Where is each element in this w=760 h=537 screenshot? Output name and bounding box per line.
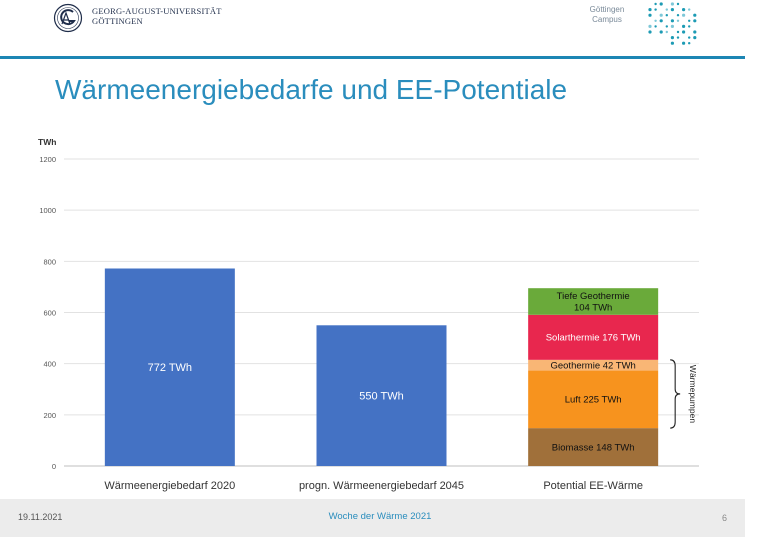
slide-title: Wärmeenergiebedarfe und EE-Potentiale: [55, 74, 568, 105]
y-tick-label: 0: [52, 462, 56, 471]
header-rule: [0, 56, 745, 59]
x-category-label: progn. Wärmeenergiebedarf 2045: [299, 480, 464, 492]
campus-label: Göttingen Campus: [589, 5, 625, 24]
campus-logo-dots-icon: [648, 2, 697, 45]
footer-event: Woche der Wärme 2021: [328, 511, 432, 522]
data-label: Tiefe Geothermie: [557, 291, 630, 302]
x-category-label: Potential EE-Wärme: [543, 480, 643, 492]
slide-header: GEORG-AUGUST-UNIVERSITÄT GÖTTINGEN Götti…: [0, 0, 760, 59]
data-label: Solarthermie 176 TWh: [546, 333, 641, 344]
bar-segment: [528, 314, 659, 360]
data-label: 104 TWh: [574, 303, 612, 314]
bar-segment: [316, 325, 447, 466]
chart-labels: 0 200 400 600 800 1000 1200 TWh 772 TWh Wärmeener…: [38, 137, 698, 492]
data-label: 772 TWh: [148, 362, 192, 374]
chart-bars: [104, 268, 681, 466]
y-tick-label: 1000: [39, 206, 56, 215]
y-axis-label: TWh: [38, 137, 56, 147]
bar-segment: [104, 268, 235, 466]
x-category-label: Wärmeenergiebedarf 2020: [104, 480, 235, 492]
y-tick-label: 800: [43, 257, 56, 266]
data-label: Luft 225 TWh: [565, 395, 622, 406]
bar-segment: [528, 359, 659, 371]
bar-segment: [528, 428, 659, 466]
y-tick-label: 400: [43, 360, 56, 369]
slide-footer: [0, 499, 745, 537]
university-name: GEORG-AUGUST-UNIVERSITÄT GÖTTINGEN: [92, 6, 222, 26]
university-seal-icon: [53, 3, 83, 33]
data-label: Geothermie 42 TWh: [550, 361, 635, 372]
data-label: 550 TWh: [359, 390, 403, 402]
y-tick-label: 200: [43, 411, 56, 420]
annotation-brace: [670, 359, 681, 429]
footer-date: 19.11.2021: [18, 512, 63, 522]
bar-segment: [528, 370, 659, 429]
annotation-label: Wärmepumpen: [688, 365, 698, 423]
y-tick-label: 600: [43, 309, 56, 318]
footer-page-number: 6: [722, 513, 728, 523]
data-label: Biomasse 148 TWh: [552, 442, 635, 453]
y-tick-label: 1200: [39, 155, 56, 164]
bar-segment: [528, 288, 659, 315]
